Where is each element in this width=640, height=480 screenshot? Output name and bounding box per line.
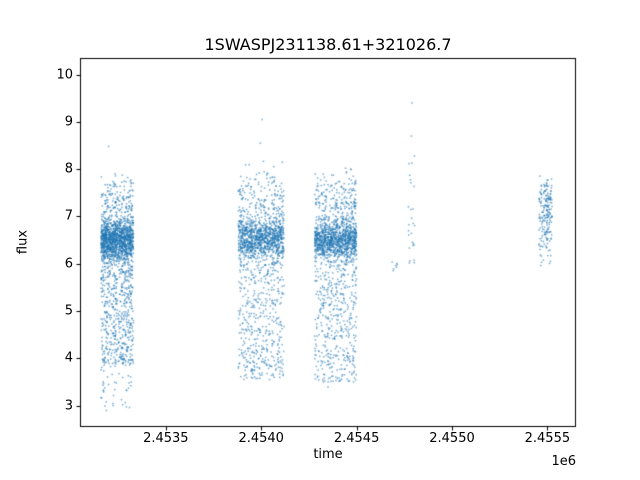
x-tick-label: 2.4540 [238, 431, 284, 446]
x-tick-label: 2.4545 [333, 431, 380, 446]
y-tick-label: 6 [64, 256, 73, 272]
y-tick-label: 8 [64, 161, 73, 177]
x-tick-label: 2.4535 [143, 431, 189, 446]
x-axis-offset-label: 1e6 [551, 454, 576, 469]
y-tick-label: 10 [56, 67, 73, 83]
y-tick-label: 3 [64, 398, 73, 414]
x-tick-label: 2.4550 [429, 431, 475, 446]
y-tick-label: 7 [64, 208, 73, 224]
x-tick-label: 2.4555 [524, 431, 571, 446]
y-tick-label: 4 [64, 350, 73, 366]
y-tick-label: 5 [64, 303, 73, 319]
y-axis-label: flux [15, 229, 31, 255]
chart-title: 1SWASPJ231138.61+321026.7 [204, 35, 452, 54]
x-axis-label: time [313, 447, 343, 462]
y-tick-label: 9 [64, 114, 73, 130]
